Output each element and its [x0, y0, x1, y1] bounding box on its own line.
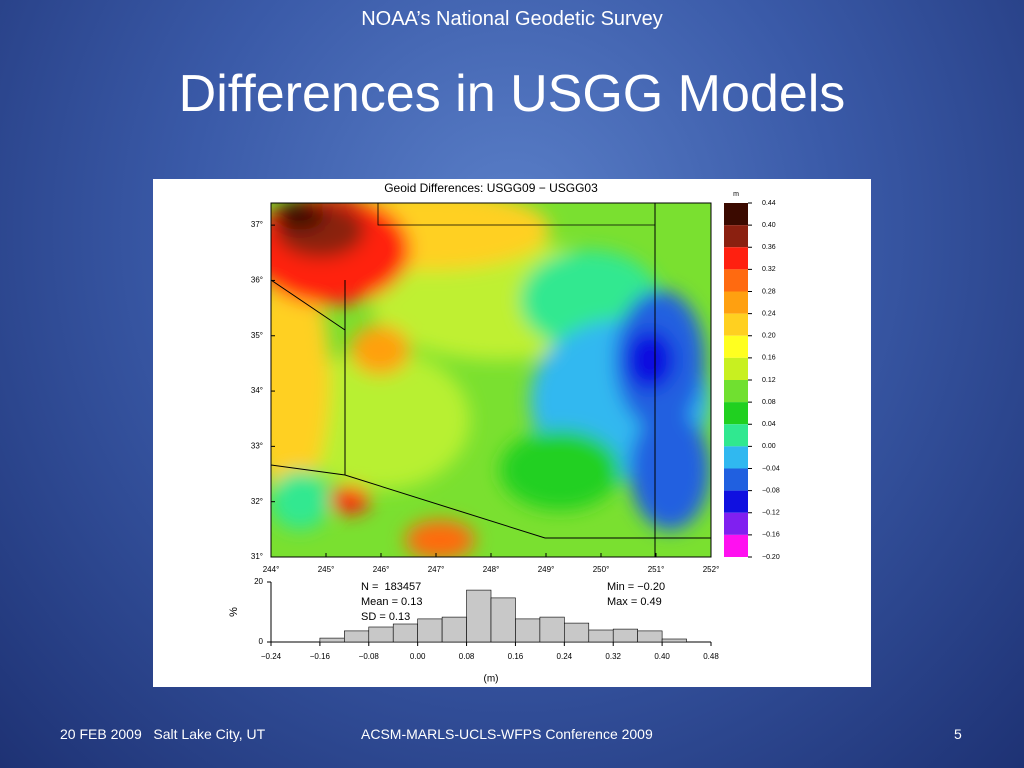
- histogram-bar: [612, 628, 638, 643]
- x-tick-label: 250°: [593, 565, 610, 574]
- x-tick-label: 0.32: [605, 652, 621, 661]
- y-tick-label: 37°: [251, 220, 263, 229]
- x-tick-label: 0.16: [508, 652, 524, 661]
- x-tick-label: 249°: [538, 565, 555, 574]
- x-tick-label: −0.08: [359, 652, 380, 661]
- color-box: [724, 335, 748, 358]
- color-box: [724, 313, 748, 336]
- x-tick-label: 251°: [648, 565, 665, 574]
- colorbar-label: 0.08: [762, 399, 776, 406]
- color-box: [724, 490, 748, 513]
- histogram-bar: [368, 626, 394, 643]
- histogram-stat: Max = 0.49: [607, 596, 662, 608]
- histogram-bar: [661, 638, 687, 643]
- color-box: [724, 512, 748, 535]
- histogram-bar: [319, 637, 345, 643]
- x-tick-label: 0.00: [410, 652, 426, 661]
- x-tick-label: −0.24: [261, 652, 282, 661]
- histogram-bar: [637, 630, 663, 643]
- histogram-stat: Min = −0.20: [607, 581, 665, 593]
- colorbar-label: 0.24: [762, 310, 776, 317]
- colorbar-label: 0.32: [762, 266, 776, 273]
- histogram-bar: [392, 623, 418, 643]
- footer-date: 20 FEB 2009 Salt Lake City, UT: [60, 726, 266, 742]
- colorbar-label: 0.16: [762, 355, 776, 362]
- colorbar-label: 0.20: [762, 333, 776, 340]
- histogram-bar: [539, 616, 565, 643]
- y-tick-label: 35°: [251, 331, 263, 340]
- x-tick-label: 247°: [428, 565, 445, 574]
- histogram-bar: [490, 597, 516, 643]
- color-box: [724, 446, 748, 469]
- color-box: [724, 402, 748, 425]
- colorbar-label: −0.12: [762, 510, 780, 517]
- x-tick-label: 246°: [373, 565, 390, 574]
- y-tick-label: 36°: [251, 276, 263, 285]
- color-box: [724, 357, 748, 380]
- histogram-y-label: %: [228, 607, 240, 617]
- colorbar-label: 0.12: [762, 377, 776, 384]
- histogram-stat: SD = 0.13: [361, 611, 410, 623]
- histogram-bar: [344, 630, 370, 643]
- map-field: [271, 203, 711, 557]
- colorbar-label: −0.08: [762, 487, 780, 494]
- histogram-x-label: (m): [484, 674, 499, 685]
- histogram-stat: Mean = 0.13: [361, 596, 422, 608]
- colorbar-label: −0.16: [762, 532, 780, 539]
- histogram-bar: [588, 629, 614, 643]
- map-title: Geoid Differences: USGG09 − USGG03: [384, 181, 598, 195]
- color-box: [724, 424, 748, 447]
- colorbar-label: 0.40: [762, 222, 776, 229]
- color-box: [724, 225, 748, 248]
- colorbar-unit: m: [733, 191, 739, 198]
- x-tick-label: 244°: [263, 565, 280, 574]
- y-tick-label: 31°: [251, 552, 263, 561]
- x-tick-label: 0.40: [654, 652, 670, 661]
- color-box: [724, 203, 748, 226]
- color-box: [724, 468, 748, 491]
- header: NOAA’s National Geodetic Survey: [361, 8, 663, 30]
- x-tick-label: 0.48: [703, 652, 719, 661]
- x-tick-label: 248°: [483, 565, 500, 574]
- x-tick-label: 0.24: [557, 652, 573, 661]
- x-tick-label: −0.16: [310, 652, 331, 661]
- y-tick-label: 20: [254, 577, 263, 586]
- footer-conference: ACSM-MARLS-UCLS-WFPS Conference 2009: [361, 726, 653, 742]
- x-tick-label: 245°: [318, 565, 335, 574]
- colorbar-label: 0.04: [762, 421, 776, 428]
- histogram-bar: [441, 616, 467, 643]
- histogram-stat: N = 183457: [361, 581, 421, 593]
- histogram-bar: [515, 618, 541, 643]
- colorbar-label: 0.36: [762, 244, 776, 251]
- histogram-bar: [466, 589, 492, 643]
- x-tick-label: 252°: [703, 565, 720, 574]
- color-box: [724, 380, 748, 403]
- colorbar-label: 0.00: [762, 443, 776, 450]
- footer-page: 5: [954, 726, 962, 742]
- colorbar-label: 0.44: [762, 200, 776, 207]
- slide-title: Differences in USGG Models: [178, 65, 846, 123]
- histogram-bar: [564, 622, 590, 643]
- y-tick-label: 33°: [251, 441, 263, 450]
- histogram-bar: [417, 618, 443, 643]
- colorbar-label: −0.20: [762, 554, 780, 561]
- color-box: [724, 247, 748, 270]
- color-box: [724, 534, 748, 557]
- color-box: [724, 291, 748, 314]
- x-tick-label: 0.08: [459, 652, 475, 661]
- y-tick-label: 34°: [251, 386, 263, 395]
- colorbar-label: 0.28: [762, 288, 776, 295]
- color-box: [724, 269, 748, 292]
- y-tick-label: 32°: [251, 497, 263, 506]
- y-tick-label: 0: [259, 637, 264, 646]
- colorbar-label: −0.04: [762, 465, 780, 472]
